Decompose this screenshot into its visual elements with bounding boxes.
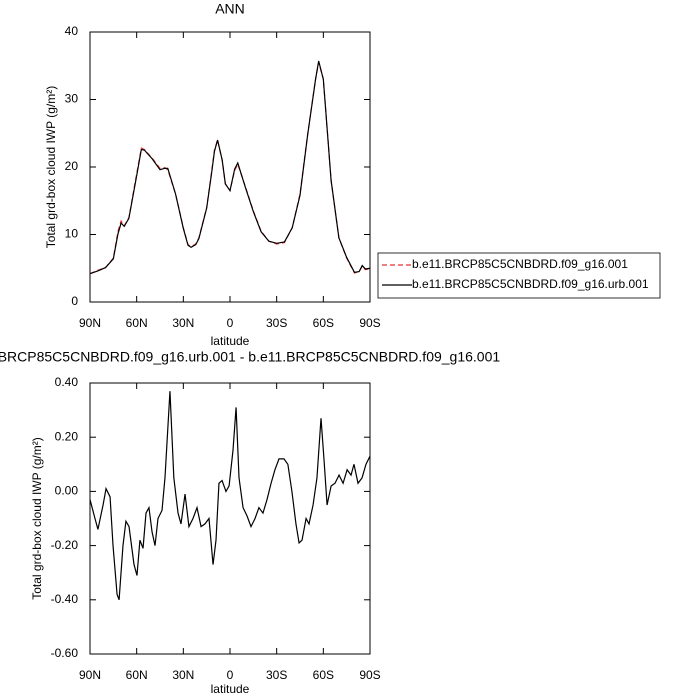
x-tick-label: 0: [227, 668, 234, 682]
chart-title: ANN: [215, 1, 245, 17]
x-tick-label: 60N: [126, 316, 148, 330]
plot-frame: [89, 31, 371, 303]
x-tick-label: 30S: [266, 316, 287, 330]
x-tick-label: 90N: [79, 668, 101, 682]
chart-title: b.e11.BRCP85C5CNBDRD.f09_g16.urb.001 - b…: [0, 349, 500, 365]
data-line: [89, 391, 371, 601]
y-tick-label: 0: [71, 294, 78, 308]
plot-frame: [89, 382, 371, 655]
x-tick-label: 60N: [126, 668, 148, 682]
legend-box: [377, 252, 661, 299]
legend-label: b.e11.BRCP85C5CNBDRD.f09_g16.001: [412, 257, 628, 271]
y-tick-label: 10: [65, 227, 79, 241]
y-tick-label: 30: [65, 92, 79, 106]
x-tick-label: 0: [227, 316, 234, 330]
x-tick-label: 90S: [359, 316, 380, 330]
x-tick-label: 60S: [313, 316, 334, 330]
y-tick-label: -0.20: [51, 538, 79, 552]
x-tick-label: 60S: [313, 668, 334, 682]
y-tick-label: -0.60: [51, 646, 79, 660]
y-tick-label: 0.00: [55, 484, 79, 498]
x-tick-label: 30N: [172, 668, 194, 682]
x-tick-label: 90S: [359, 668, 380, 682]
x-axis-label: latitude: [211, 334, 250, 348]
y-tick-label: 40: [65, 24, 79, 38]
y-tick-label: 20: [65, 159, 79, 173]
y-tick-label: 0.40: [55, 375, 79, 389]
x-tick-label: 30S: [266, 668, 287, 682]
x-tick-label: 30N: [172, 316, 194, 330]
data-line: [89, 60, 371, 275]
x-tick-label: 90N: [79, 316, 101, 330]
y-axis-label: Total grd-box cloud IWP (g/m²): [44, 86, 58, 249]
legend-label: b.e11.BRCP85C5CNBDRD.f09_g16.urb.001: [412, 277, 649, 291]
y-tick-label: 0.20: [55, 429, 79, 443]
x-axis-label: latitude: [211, 682, 250, 696]
y-axis-label: Total grd-box cloud IWP (g/m²): [30, 437, 44, 600]
data-line: [89, 62, 371, 275]
y-tick-label: -0.40: [51, 592, 79, 606]
